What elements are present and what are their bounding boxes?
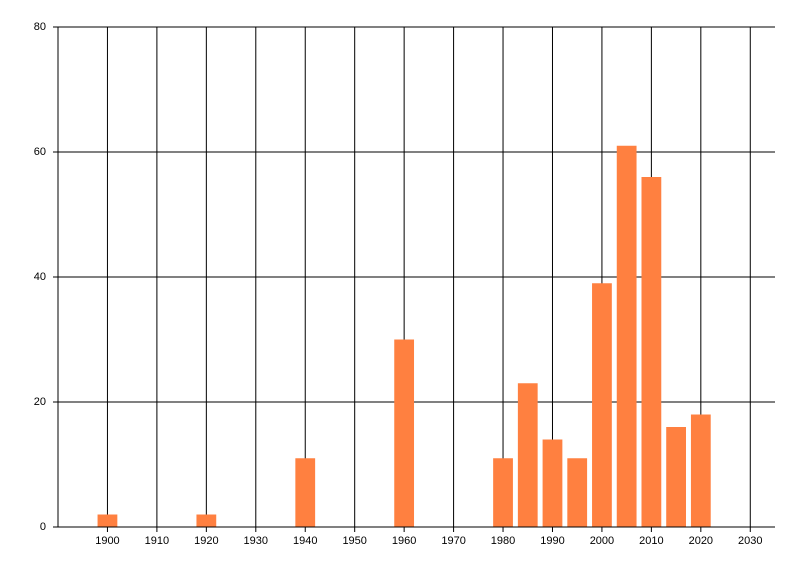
bar <box>97 514 118 527</box>
bar <box>641 177 662 527</box>
bar <box>196 514 217 527</box>
bar <box>517 383 538 527</box>
x-tick-label: 1910 <box>145 535 169 547</box>
bar <box>592 283 612 527</box>
x-tick-label: 1950 <box>342 535 366 547</box>
y-tick-label: 80 <box>34 21 46 33</box>
x-tick-label: 2020 <box>689 535 713 547</box>
x-tick-label: 1930 <box>244 535 268 547</box>
y-tick-label: 20 <box>34 396 46 408</box>
bar <box>542 439 563 527</box>
bar <box>690 414 711 527</box>
bar <box>394 339 415 527</box>
bar <box>493 458 513 527</box>
x-tick-label: 1970 <box>441 535 465 547</box>
bar <box>666 427 686 527</box>
y-tick-label: 0 <box>40 521 46 533</box>
bar <box>567 458 588 527</box>
x-tick-label: 1900 <box>95 535 119 547</box>
bar <box>295 458 316 527</box>
x-tick-label: 2000 <box>590 535 614 547</box>
x-tick-label: 1960 <box>392 535 416 547</box>
x-tick-label: 1920 <box>194 535 218 547</box>
bar <box>616 145 637 527</box>
x-tick-label: 1980 <box>491 535 515 547</box>
x-tick-label: 2030 <box>738 535 762 547</box>
y-tick-label: 40 <box>34 271 46 283</box>
x-tick-label: 2010 <box>639 535 663 547</box>
x-tick-label: 1940 <box>293 535 317 547</box>
y-tick-label: 60 <box>34 146 46 158</box>
x-tick-label: 1990 <box>540 535 564 547</box>
